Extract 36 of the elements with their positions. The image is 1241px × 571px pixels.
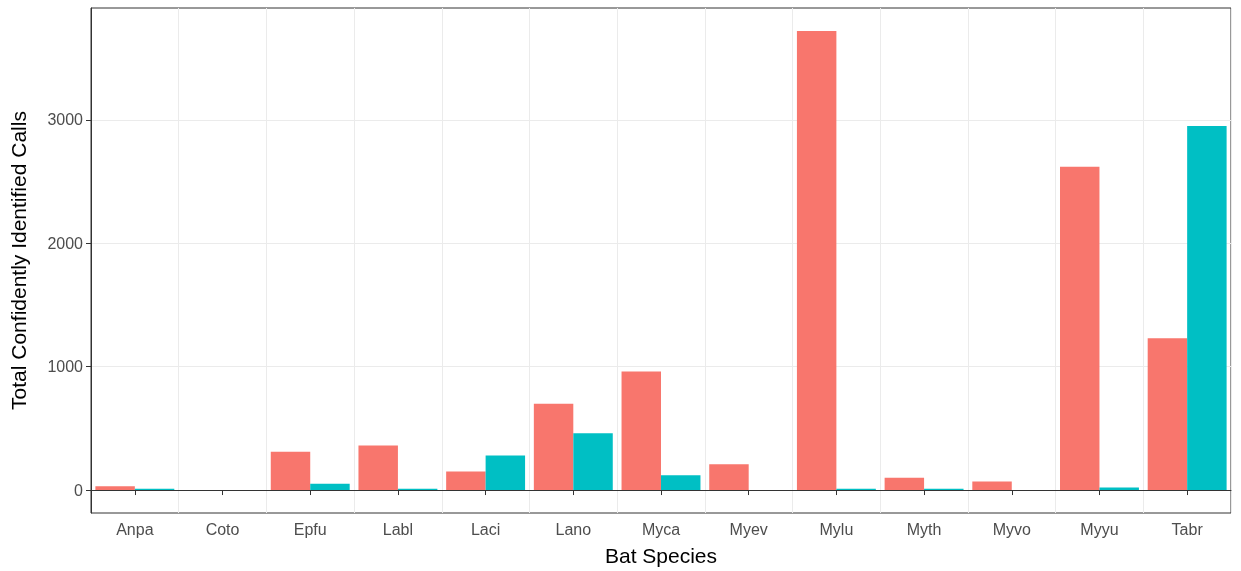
bar: [95, 486, 135, 491]
x-tick-label: Laci: [470, 520, 501, 538]
y-tick-label: 2000: [47, 234, 84, 252]
x-tick-label: Myev: [729, 520, 768, 538]
y-axis-title: Total Confidently Identified Calls: [7, 111, 30, 410]
bar: [1187, 125, 1227, 491]
x-axis-title: Bat Species: [604, 544, 718, 567]
x-tick-label: Lano: [555, 520, 592, 538]
y-tick-label: 3000: [47, 111, 84, 129]
bar: [621, 371, 661, 491]
bar: [661, 475, 701, 491]
bar: [884, 477, 925, 491]
x-tick-label: Myyu: [1080, 520, 1119, 538]
bar: [796, 30, 837, 491]
x-tick-label: Myca: [641, 520, 681, 538]
x-tick-label: Anpa: [116, 520, 154, 538]
bar: [709, 464, 749, 491]
x-tick-label: Mylu: [819, 520, 854, 538]
x-tick-label: Epfu: [293, 520, 327, 538]
bar: [533, 403, 574, 491]
x-tick-label: Tabr: [1171, 520, 1204, 538]
bar: [358, 445, 398, 491]
bar: [972, 481, 1012, 491]
bar: [573, 433, 613, 491]
bar: [446, 471, 486, 491]
bar: [270, 451, 311, 491]
x-tick-label: Myth: [906, 520, 942, 538]
x-tick-label: Coto: [205, 520, 240, 538]
x-tick-label: Myvo: [992, 520, 1031, 538]
y-tick-label: 0: [74, 481, 84, 499]
bar: [1060, 166, 1100, 491]
bar: [485, 455, 526, 491]
x-tick-label: Labl: [382, 520, 414, 538]
y-tick-label: 1000: [47, 358, 84, 376]
bar: [310, 483, 350, 491]
bar: [1147, 338, 1188, 491]
